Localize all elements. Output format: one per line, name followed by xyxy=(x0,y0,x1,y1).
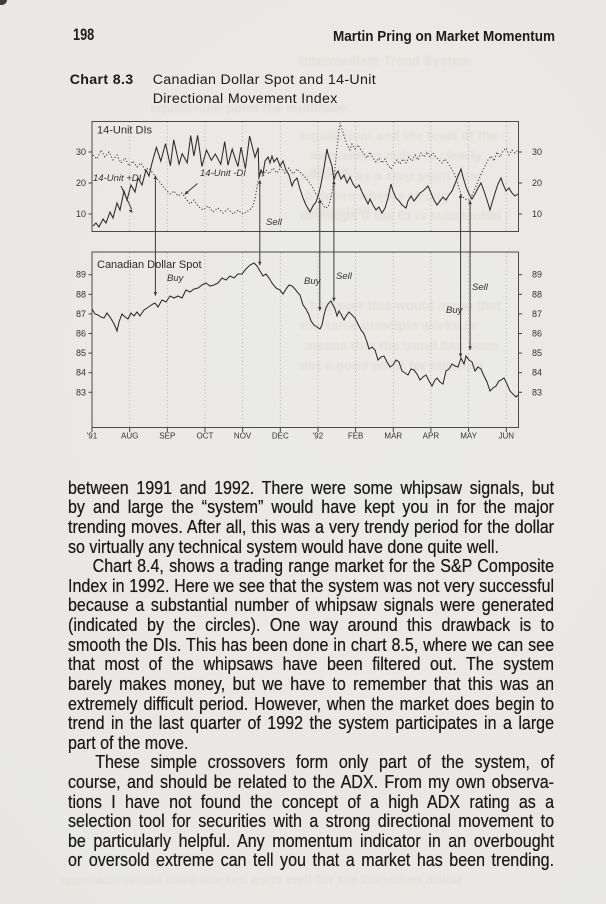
svg-text:14-Unit -DI: 14-Unit -DI xyxy=(200,168,246,179)
svg-text:83: 83 xyxy=(76,387,86,397)
svg-text:85: 85 xyxy=(76,348,86,358)
svg-text:87: 87 xyxy=(532,309,542,319)
svg-text:10: 10 xyxy=(76,209,86,219)
svg-text:20: 20 xyxy=(532,178,542,188)
svg-text:86: 86 xyxy=(76,329,86,339)
svg-text:87: 87 xyxy=(76,309,86,319)
svg-text:FEB: FEB xyxy=(348,432,364,441)
svg-text:Sell: Sell xyxy=(336,271,353,282)
svg-text:Buy: Buy xyxy=(167,273,185,284)
svg-text:NOV: NOV xyxy=(234,432,252,441)
svg-text:88: 88 xyxy=(76,289,86,299)
svg-text:MAR: MAR xyxy=(384,432,402,441)
svg-text:30: 30 xyxy=(532,147,542,157)
svg-text:Canadian Dollar Spot: Canadian Dollar Spot xyxy=(97,259,202,271)
svg-text:84: 84 xyxy=(76,368,86,378)
svg-text:89: 89 xyxy=(532,270,542,280)
svg-text:Buy: Buy xyxy=(304,276,322,287)
svg-text:85: 85 xyxy=(532,348,542,358)
svg-text:83: 83 xyxy=(532,387,542,397)
svg-text:OCT: OCT xyxy=(197,432,214,441)
svg-text:20: 20 xyxy=(76,178,86,188)
svg-text:88: 88 xyxy=(532,289,542,299)
svg-text:AUG: AUG xyxy=(121,432,138,441)
svg-text:10: 10 xyxy=(532,209,542,219)
svg-text:Sell: Sell xyxy=(472,282,489,293)
svg-text:Buy: Buy xyxy=(446,305,464,316)
svg-text:14-Unit +DI: 14-Unit +DI xyxy=(93,173,142,184)
svg-text:84: 84 xyxy=(532,368,542,378)
svg-text:APR: APR xyxy=(423,432,440,441)
svg-text:SEP: SEP xyxy=(159,432,175,441)
svg-text:MAY: MAY xyxy=(460,432,477,441)
svg-text:JUN: JUN xyxy=(499,432,515,441)
svg-text:'91: '91 xyxy=(87,432,98,441)
svg-text:86: 86 xyxy=(532,329,542,339)
svg-text:89: 89 xyxy=(76,270,86,280)
svg-text:'92: '92 xyxy=(313,432,324,441)
svg-text:DEC: DEC xyxy=(272,432,289,441)
svg-text:Sell: Sell xyxy=(266,217,283,228)
svg-text:30: 30 xyxy=(76,147,86,157)
svg-text:14-Unit DIs: 14-Unit DIs xyxy=(97,125,153,137)
